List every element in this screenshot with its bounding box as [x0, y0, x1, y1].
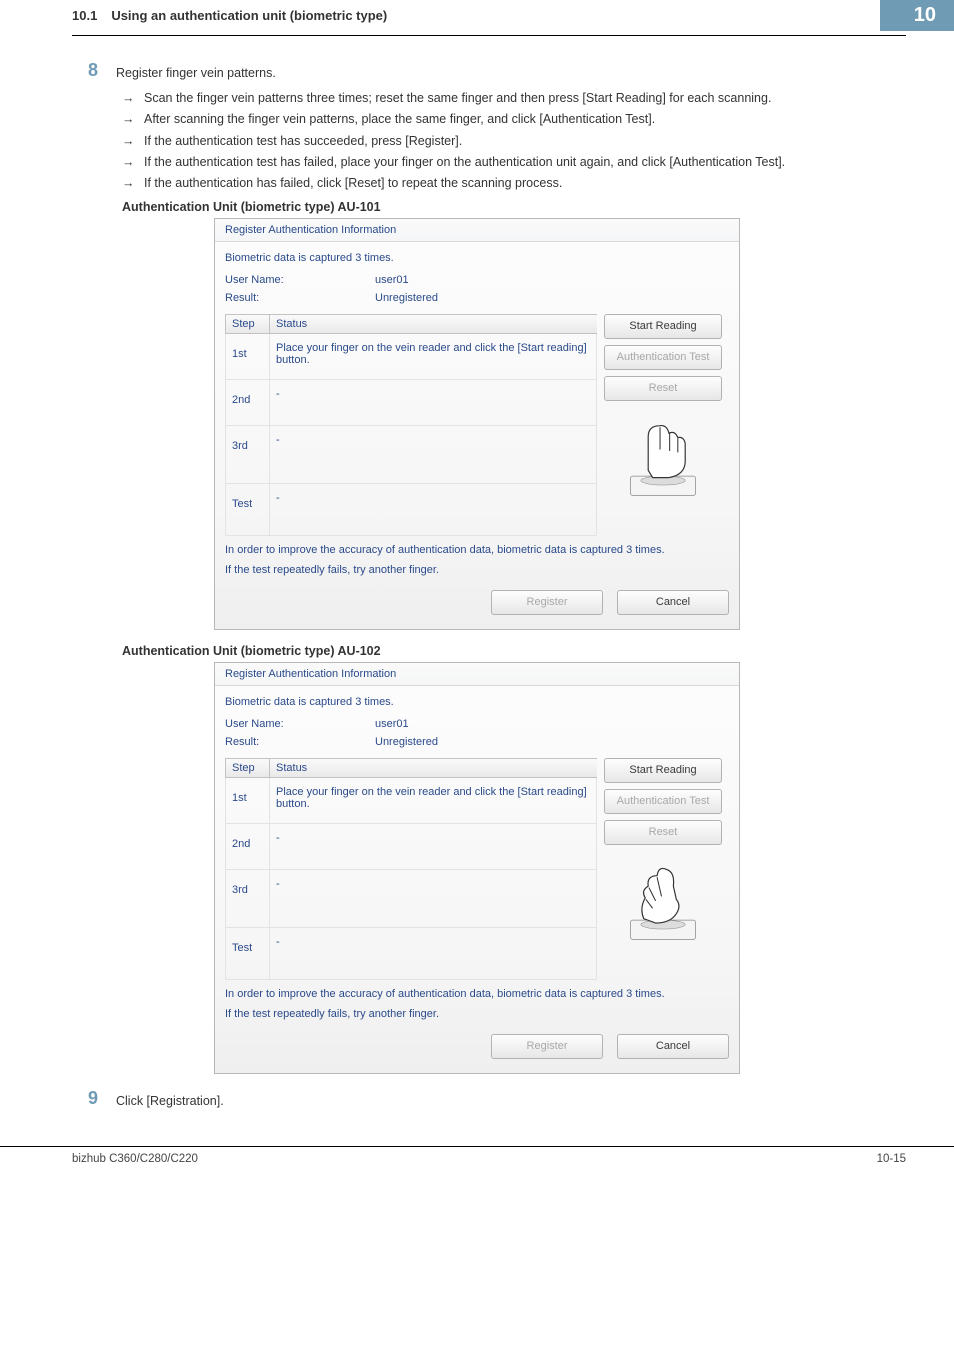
arrow-icon: →: [122, 89, 136, 108]
row-1-step: 1st: [225, 334, 270, 379]
start-reading-button[interactable]: Start Reading: [604, 758, 722, 783]
dialog-title: Register Authentication Information: [215, 219, 739, 242]
row-4-step: Test: [225, 484, 270, 535]
result-label: Result:: [225, 736, 375, 748]
col-header-status: Status: [270, 759, 597, 777]
row-3-status: -: [270, 426, 597, 483]
step-8-number: 8: [72, 60, 98, 83]
hand-scanner-icon: [626, 855, 700, 944]
section-number: 10.1: [72, 8, 97, 23]
row-1-status: Place your finger on the vein reader and…: [270, 778, 597, 823]
col-header-step: Step: [225, 315, 270, 333]
reset-button[interactable]: Reset: [604, 376, 722, 401]
hand-scanner-icon: [626, 411, 700, 500]
arrow-icon: →: [122, 153, 136, 172]
footer-page-number: 10-15: [877, 1153, 906, 1165]
col-header-status: Status: [270, 315, 597, 333]
step-9-text: Click [Registration].: [116, 1088, 224, 1111]
dialog-below-2: If the test repeatedly fails, try anothe…: [225, 564, 729, 576]
authentication-test-button[interactable]: Authentication Test: [604, 789, 722, 814]
row-2-status: -: [270, 380, 597, 425]
step-8-sub-2: After scanning the finger vein patterns,…: [144, 110, 655, 129]
arrow-icon: →: [122, 110, 136, 129]
dialog-au-101: Register Authentication Information Biom…: [214, 218, 740, 630]
step-8-sub-4: If the authentication test has failed, p…: [144, 153, 785, 172]
row-2-step: 2nd: [225, 380, 270, 425]
start-reading-button[interactable]: Start Reading: [604, 314, 722, 339]
cancel-button[interactable]: Cancel: [617, 590, 729, 615]
step-8-sub-1: Scan the finger vein patterns three time…: [144, 89, 771, 108]
au-102-label: Authentication Unit (biometric type) AU-…: [122, 644, 882, 658]
col-header-step: Step: [225, 759, 270, 777]
section-title: Using an authentication unit (biometric …: [111, 8, 387, 23]
dialog-title: Register Authentication Information: [215, 663, 739, 686]
step-8-text: Register finger vein patterns.: [116, 60, 276, 83]
dialog-au-102: Register Authentication Information Biom…: [214, 662, 740, 1074]
row-4-status: -: [270, 484, 597, 535]
row-4-step: Test: [225, 928, 270, 979]
step-9-number: 9: [72, 1088, 98, 1111]
register-button[interactable]: Register: [491, 590, 603, 615]
authentication-test-button[interactable]: Authentication Test: [604, 345, 722, 370]
dialog-note: Biometric data is captured 3 times.: [225, 696, 729, 708]
user-name-label: User Name:: [225, 718, 375, 730]
user-name-label: User Name:: [225, 274, 375, 286]
row-3-step: 3rd: [225, 426, 270, 483]
cancel-button[interactable]: Cancel: [617, 1034, 729, 1059]
reset-button[interactable]: Reset: [604, 820, 722, 845]
footer-product: bizhub C360/C280/C220: [72, 1153, 198, 1165]
row-2-status: -: [270, 824, 597, 869]
dialog-below-1: In order to improve the accuracy of auth…: [225, 988, 729, 1000]
dialog-note: Biometric data is captured 3 times.: [225, 252, 729, 264]
dialog-below-1: In order to improve the accuracy of auth…: [225, 544, 729, 556]
result-value: Unregistered: [375, 736, 729, 748]
register-button[interactable]: Register: [491, 1034, 603, 1059]
row-1-step: 1st: [225, 778, 270, 823]
arrow-icon: →: [122, 174, 136, 193]
row-3-status: -: [270, 870, 597, 927]
user-name-value: user01: [375, 718, 729, 730]
step-8-sub-5: If the authentication has failed, click …: [144, 174, 562, 193]
result-label: Result:: [225, 292, 375, 304]
row-3-step: 3rd: [225, 870, 270, 927]
result-value: Unregistered: [375, 292, 729, 304]
user-name-value: user01: [375, 274, 729, 286]
row-2-step: 2nd: [225, 824, 270, 869]
au-101-label: Authentication Unit (biometric type) AU-…: [122, 200, 882, 214]
step-8-sub-3: If the authentication test has succeeded…: [144, 132, 462, 151]
dialog-below-2: If the test repeatedly fails, try anothe…: [225, 1008, 729, 1020]
arrow-icon: →: [122, 132, 136, 151]
row-1-status: Place your finger on the vein reader and…: [270, 334, 597, 379]
chapter-badge: 10: [880, 0, 954, 31]
row-4-status: -: [270, 928, 597, 979]
